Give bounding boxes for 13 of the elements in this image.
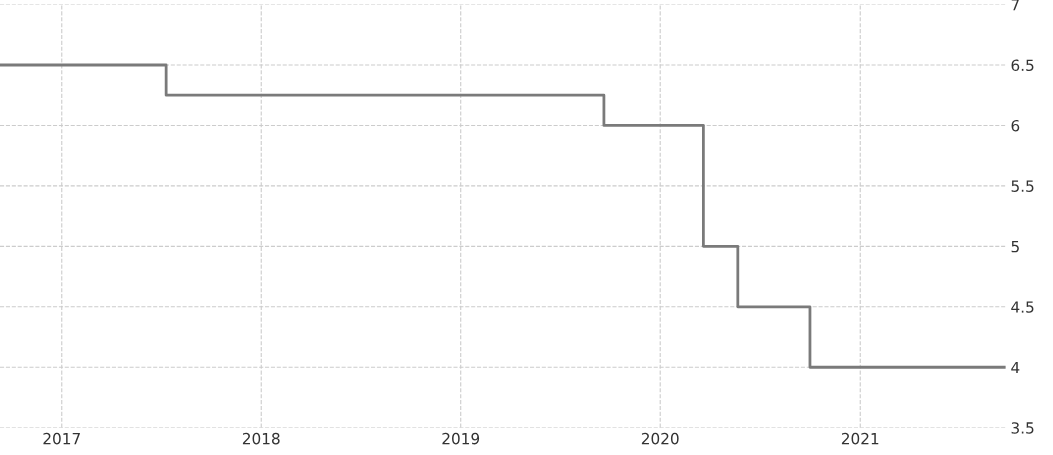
y-tick-label: 5 xyxy=(1011,241,1019,253)
x-tick-label: 2021 xyxy=(841,432,879,445)
x-tick-label: 2019 xyxy=(442,432,480,445)
y-tick-label: 6 xyxy=(1011,119,1020,132)
x-tick-label: 2020 xyxy=(641,432,679,445)
y-tick-label: 7 xyxy=(1011,0,1019,11)
y-tick-label: 3.5 xyxy=(1011,422,1034,434)
y-tick-label: 4.5 xyxy=(1011,301,1034,313)
y-tick-label: 6.5 xyxy=(1011,59,1034,72)
y-tick-label: 5.5 xyxy=(1011,180,1034,192)
x-tick-label: 2018 xyxy=(242,432,280,445)
y-tick-label: 4 xyxy=(1011,361,1020,374)
x-tick-label: 2017 xyxy=(43,432,80,445)
